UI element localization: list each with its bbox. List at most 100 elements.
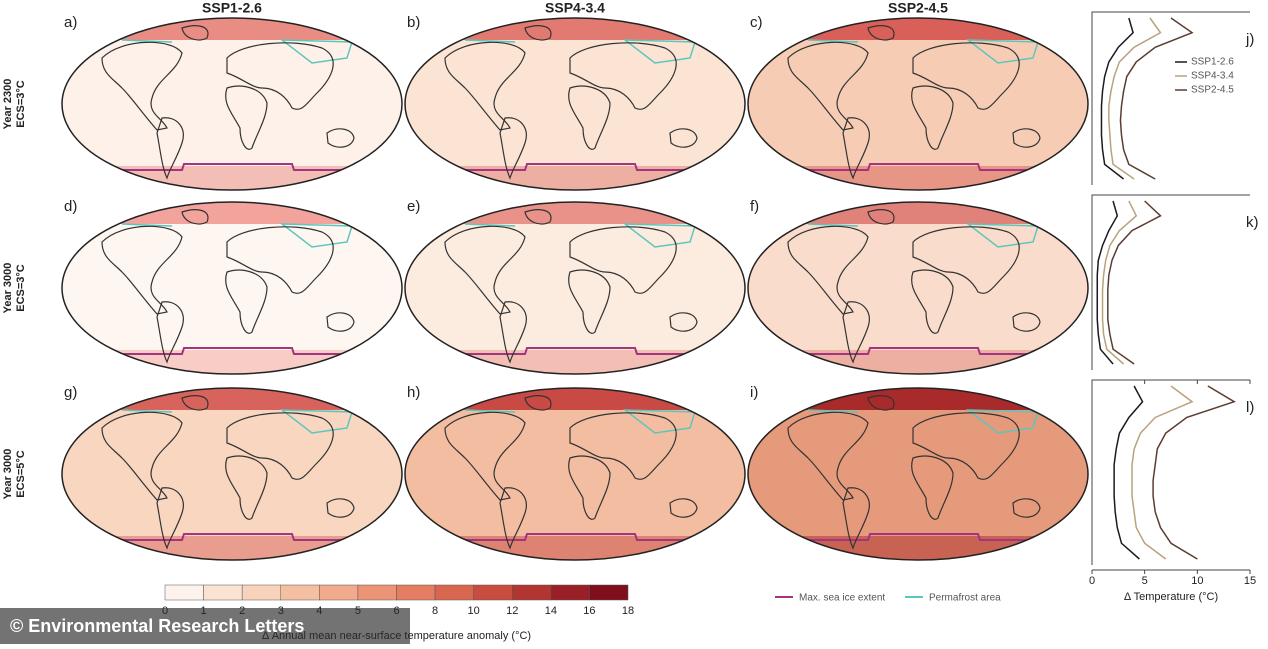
map-fill bbox=[748, 388, 1088, 560]
permafrost bbox=[121, 409, 354, 434]
map bbox=[61, 387, 403, 561]
row-year: Year 2300 bbox=[2, 79, 14, 130]
ocean bbox=[62, 18, 402, 190]
panel-label: g) bbox=[64, 384, 77, 401]
map bbox=[61, 17, 403, 191]
permafrost bbox=[464, 39, 697, 64]
permafrost bbox=[807, 39, 1040, 64]
arctic-band bbox=[62, 18, 402, 40]
sea-ice-line bbox=[82, 533, 382, 541]
map-outline bbox=[747, 201, 1089, 375]
colorbar-tick-label: 14 bbox=[545, 605, 557, 617]
map-fill bbox=[405, 388, 745, 560]
axes bbox=[1091, 194, 1250, 370]
panel-label: i) bbox=[750, 384, 758, 401]
map-fill bbox=[748, 18, 1088, 190]
legend-label: Max. sea ice extent bbox=[799, 593, 885, 604]
map-fill bbox=[748, 202, 1088, 374]
arctic-band bbox=[62, 202, 402, 224]
antarctic-band bbox=[405, 166, 745, 190]
permafrost bbox=[807, 223, 1040, 248]
map-fill bbox=[405, 18, 745, 190]
sea-ice-line bbox=[82, 163, 382, 171]
sea-ice-line bbox=[768, 163, 1068, 171]
map-fill bbox=[405, 202, 745, 374]
antarctic-band bbox=[405, 536, 745, 560]
column-title: SSP1-2.6 bbox=[202, 0, 262, 16]
column-title: SSP2-4.5 bbox=[888, 0, 948, 16]
panel-label: k) bbox=[1246, 214, 1259, 231]
antarctic-band bbox=[748, 350, 1088, 374]
map-outline bbox=[747, 387, 1089, 561]
map-outline bbox=[404, 17, 746, 191]
legend-label: SSP1-2.6 bbox=[1191, 57, 1234, 68]
profile-line bbox=[1107, 200, 1162, 365]
map-outline bbox=[61, 17, 403, 191]
map-outline bbox=[61, 201, 403, 375]
permafrost bbox=[464, 223, 697, 248]
ocean bbox=[62, 388, 402, 560]
row-ecs: ECS=5°C bbox=[15, 450, 27, 498]
map-fill bbox=[62, 388, 402, 560]
profile-line bbox=[1152, 385, 1236, 560]
ocean bbox=[405, 388, 745, 560]
axes bbox=[1091, 379, 1250, 565]
map bbox=[61, 201, 403, 375]
colorbar-tick-label: 10 bbox=[468, 605, 480, 617]
colorbar-segment bbox=[589, 584, 629, 601]
antarctic-band bbox=[748, 166, 1088, 190]
sea-ice-line bbox=[768, 347, 1068, 355]
map bbox=[747, 201, 1089, 375]
map-fill bbox=[62, 202, 402, 374]
map bbox=[747, 17, 1089, 191]
colorbar-segment bbox=[357, 584, 397, 601]
arctic-band bbox=[748, 388, 1088, 410]
arctic-band bbox=[748, 202, 1088, 224]
profile-line bbox=[1096, 200, 1119, 365]
colorbar-tick-label: 16 bbox=[583, 605, 595, 617]
sea-ice-line bbox=[82, 347, 382, 355]
profile-line bbox=[1131, 385, 1194, 560]
antarctic-band bbox=[62, 536, 402, 560]
axes bbox=[1091, 11, 1250, 185]
row-ecs: ECS=3°C bbox=[15, 264, 27, 312]
colorbar-segment bbox=[512, 584, 552, 601]
map-outline bbox=[747, 17, 1089, 191]
sea-ice-line bbox=[425, 347, 725, 355]
ocean bbox=[405, 202, 745, 374]
arctic-band bbox=[62, 388, 402, 410]
colorbar-segment bbox=[473, 584, 513, 601]
ocean bbox=[748, 202, 1088, 374]
ocean bbox=[748, 388, 1088, 560]
colorbar-tick-label: 8 bbox=[432, 605, 438, 617]
row-ecs: ECS=3°C bbox=[15, 80, 27, 128]
sea-ice-line bbox=[425, 533, 725, 541]
antarctic-band bbox=[748, 536, 1088, 560]
colorbar-segment bbox=[319, 584, 359, 601]
permafrost bbox=[121, 39, 354, 64]
panel-label: c) bbox=[750, 14, 763, 31]
panel-label: h) bbox=[407, 384, 420, 401]
column-title: SSP4-3.4 bbox=[545, 0, 605, 16]
map bbox=[404, 17, 746, 191]
legend-label: SSP2-4.5 bbox=[1191, 85, 1234, 96]
x-tick-label: 10 bbox=[1191, 575, 1203, 587]
colorbar-tick-label: 12 bbox=[506, 605, 518, 617]
arctic-band bbox=[405, 202, 745, 224]
antarctic-band bbox=[62, 350, 402, 374]
credit-background bbox=[0, 608, 410, 644]
x-tick-label: 5 bbox=[1142, 575, 1148, 587]
legend-label: SSP4-3.4 bbox=[1191, 71, 1234, 82]
profile-line bbox=[1101, 200, 1138, 365]
colorbar-segment bbox=[241, 584, 282, 601]
map-outline bbox=[404, 387, 746, 561]
colorbar-segment bbox=[203, 584, 243, 601]
row-year: Year 3000 bbox=[2, 449, 14, 500]
map-fill bbox=[62, 18, 402, 190]
map bbox=[404, 201, 746, 375]
sea-ice-line bbox=[425, 163, 725, 171]
profile-line bbox=[1108, 17, 1162, 180]
colorbar-segment bbox=[280, 584, 320, 601]
x-axis-label: Δ Temperature (°C) bbox=[1124, 591, 1218, 603]
